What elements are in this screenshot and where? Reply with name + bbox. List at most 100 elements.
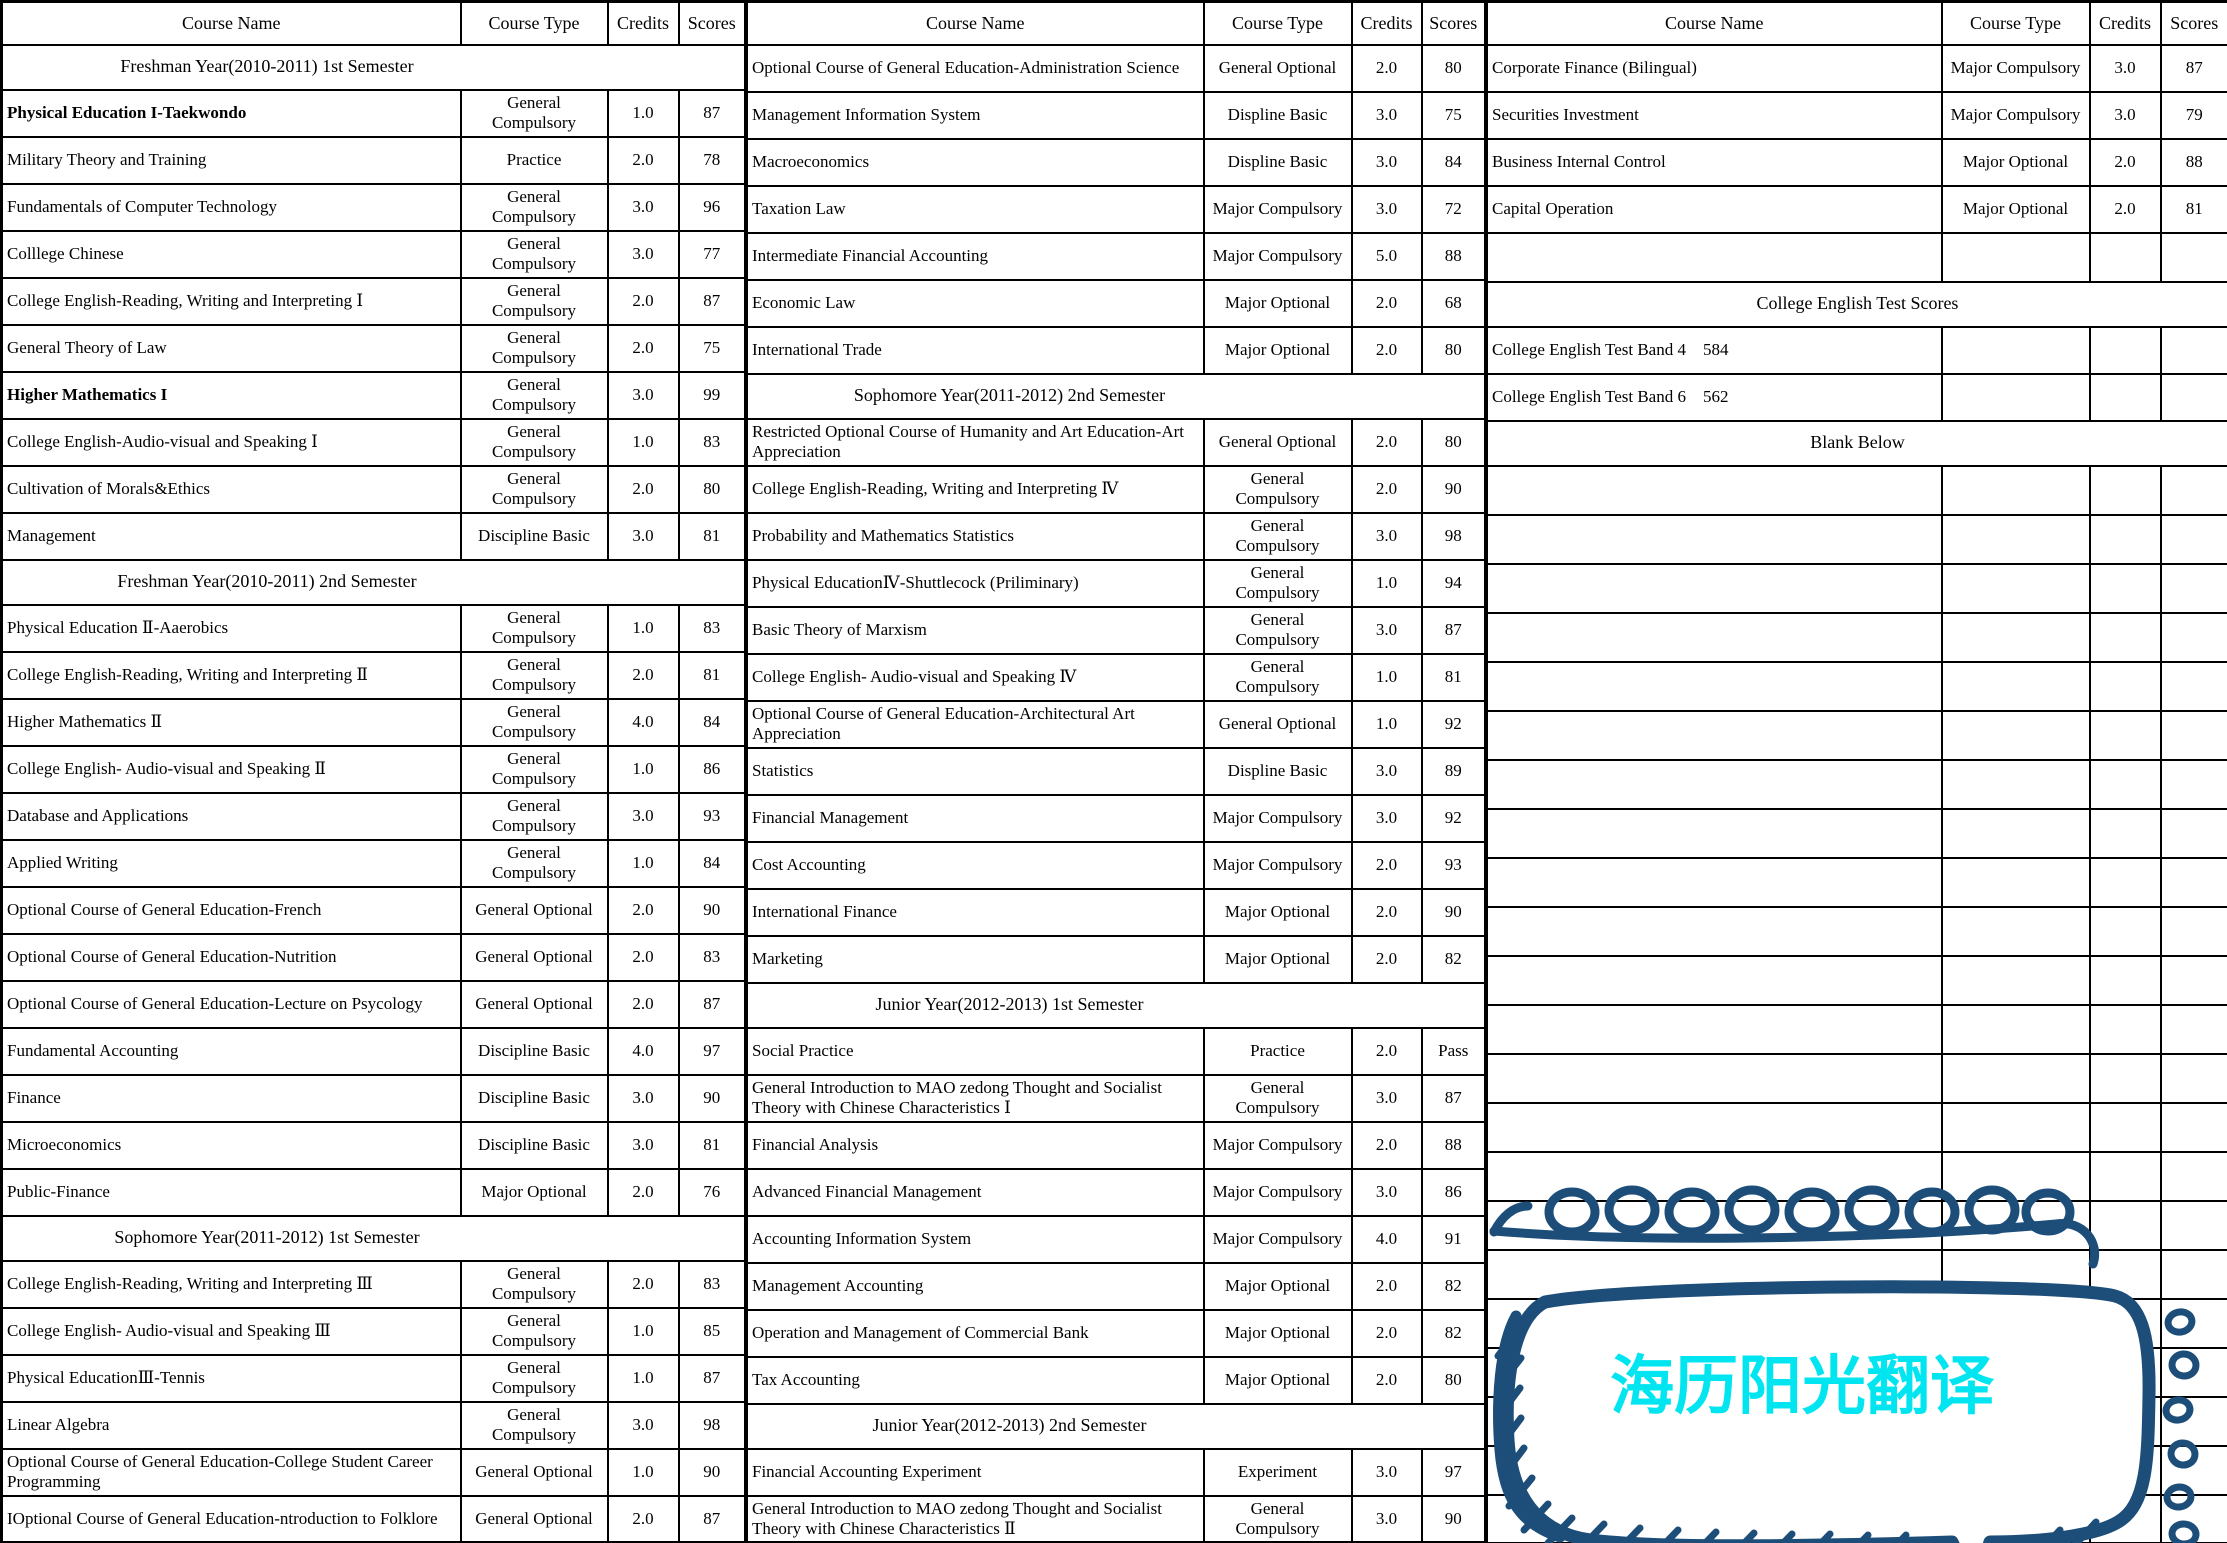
empty-score-cell	[2159, 1150, 2227, 1202]
course-type-cell: General Optional	[459, 1494, 609, 1543]
course-name-cell: International Finance	[745, 887, 1205, 937]
empty-type-cell	[1940, 807, 2091, 859]
course-name-cell: Taxation Law	[745, 184, 1205, 234]
course-type-cell: Major Compulsory	[1202, 1167, 1353, 1217]
course-type-cell: General Compulsory	[1202, 652, 1353, 702]
score-cell: 75	[677, 323, 747, 373]
empty-type-cell	[1940, 1297, 2091, 1349]
credits-cell: 2.0	[1350, 1026, 1423, 1076]
empty-name-cell	[1485, 660, 1943, 712]
empty-score-cell	[2159, 464, 2227, 516]
score-cell: 84	[677, 697, 747, 747]
credits-cell: 3.0	[1350, 1167, 1423, 1217]
score-cell: 92	[1420, 699, 1487, 749]
credits-cell: 1.0	[606, 838, 680, 888]
credits-cell: 2.0	[2088, 184, 2162, 234]
column-header-course-type: Course Type	[459, 0, 609, 46]
score-cell: 97	[1420, 1447, 1487, 1497]
course-name-cell: College English Test Band 6 562	[1485, 372, 1943, 422]
course-type-cell: Major Optional	[1202, 325, 1353, 375]
credits-cell: 2.0	[1350, 840, 1423, 890]
empty-name-cell	[1485, 709, 1943, 761]
empty-credits-cell	[2088, 611, 2162, 663]
empty-type-cell	[1940, 1444, 2091, 1496]
score-cell: 87	[677, 276, 747, 326]
empty-score-cell	[2159, 660, 2227, 712]
course-name-cell: Tax Accounting	[745, 1355, 1205, 1405]
score-cell: 89	[1420, 746, 1487, 796]
credits-cell: 3.0	[1350, 746, 1423, 796]
empty-name-cell	[1485, 758, 1943, 810]
course-type-cell: General Compulsory	[459, 603, 609, 653]
empty-type-cell	[1940, 611, 2091, 663]
empty-score-cell	[2159, 807, 2227, 859]
course-name-cell: Financial Analysis	[745, 1120, 1205, 1170]
empty-name-cell	[1485, 1444, 1943, 1496]
credits-cell: 2.0	[606, 979, 680, 1029]
course-type-cell: Major Optional	[1202, 1355, 1353, 1405]
course-type-cell: Major Optional	[459, 1167, 609, 1217]
empty-credits-cell	[2088, 464, 2162, 516]
empty-credits-cell	[2088, 513, 2162, 565]
score-cell: 91	[1420, 1214, 1487, 1264]
course-type-cell: General Compulsory	[1202, 605, 1353, 655]
score-cell: 87	[2159, 43, 2227, 93]
course-name-cell: Optional Course of General Education-Nut…	[0, 932, 462, 982]
empty-score-cell	[2159, 1395, 2227, 1447]
course-type-cell: Experiment	[1202, 1447, 1353, 1497]
course-name-cell: College English-Reading, Writing and Int…	[0, 276, 462, 326]
empty-score-cell	[2159, 1297, 2227, 1349]
score-cell: 93	[1420, 840, 1487, 890]
course-name-cell: College English-Reading, Writing and Int…	[745, 464, 1205, 514]
course-name-cell: Physical Education Ⅱ-Aaerobics	[0, 603, 462, 653]
empty-name-cell	[1485, 1248, 1943, 1300]
course-name-cell: Management Information System	[745, 90, 1205, 140]
section-header: Freshman Year(2010-2011) 2nd Semester	[0, 558, 747, 606]
score-cell: 88	[2159, 137, 2227, 187]
score-cell: 85	[677, 1306, 747, 1356]
empty-score-cell	[2159, 231, 2227, 283]
empty-score-cell	[2159, 1199, 2227, 1251]
empty-score-cell	[2159, 611, 2227, 663]
credits-cell: 3.0	[2088, 90, 2162, 140]
course-type-cell	[1940, 325, 2091, 375]
course-type-cell: General Optional	[459, 1447, 609, 1497]
course-type-cell: General Compulsory	[1202, 1494, 1353, 1543]
column-header-scores: Scores	[1420, 0, 1487, 46]
course-type-cell: Major Optional	[1202, 1261, 1353, 1311]
course-name-cell: Optional Course of General Education-Adm…	[745, 43, 1205, 93]
course-type-cell: Discipline Basic	[459, 1073, 609, 1123]
course-name-cell: Cultivation of Morals&Ethics	[0, 464, 462, 514]
empty-name-cell	[1485, 1052, 1943, 1104]
empty-name-cell	[1485, 611, 1943, 663]
course-name-cell: International Trade	[745, 325, 1205, 375]
empty-credits-cell	[2088, 1395, 2162, 1447]
course-type-cell: General Compulsory	[459, 650, 609, 700]
course-name-cell: College English- Audio-visual and Speaki…	[0, 744, 462, 794]
empty-name-cell	[1485, 1199, 1943, 1251]
empty-name-cell	[1485, 1101, 1943, 1153]
empty-name-cell	[1485, 807, 1943, 859]
empty-credits-cell	[2088, 1101, 2162, 1153]
score-cell: 72	[1420, 184, 1487, 234]
column-header-credits: Credits	[2088, 0, 2162, 46]
course-type-cell: General Optional	[1202, 43, 1353, 93]
score-cell: 82	[1420, 1261, 1487, 1311]
score-cell: 81	[677, 511, 747, 561]
course-type-cell: General Compulsory	[459, 1306, 609, 1356]
course-type-cell: Major Compulsory	[1202, 793, 1353, 843]
empty-type-cell	[1940, 1395, 2091, 1447]
course-name-cell: Database and Applications	[0, 791, 462, 841]
credits-cell: 4.0	[606, 697, 680, 747]
course-type-cell: General Compulsory	[459, 838, 609, 888]
course-name-cell: Marketing	[745, 934, 1205, 984]
column-header-scores: Scores	[677, 0, 747, 46]
section-header: Blank Below	[1485, 419, 2227, 467]
credits-cell: 3.0	[606, 1073, 680, 1123]
course-type-cell: General Compulsory	[459, 1353, 609, 1403]
course-name-cell: Optional Course of General Education-Lec…	[0, 979, 462, 1029]
course-type-cell: General Optional	[459, 979, 609, 1029]
empty-credits-cell	[2088, 1346, 2162, 1398]
score-cell: 87	[1420, 1073, 1487, 1123]
course-name-cell: Basic Theory of Marxism	[745, 605, 1205, 655]
